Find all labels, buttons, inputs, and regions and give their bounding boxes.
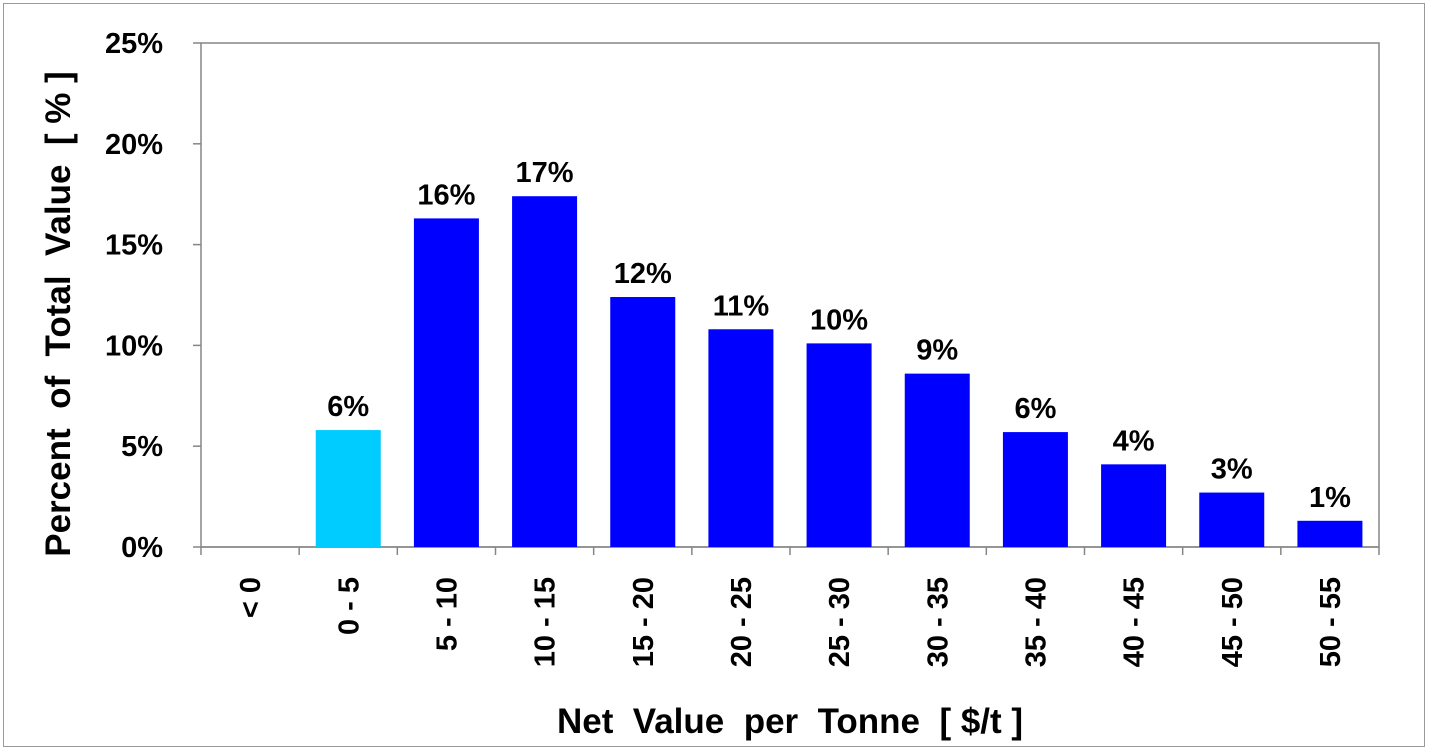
x-tick-label: 10 - 15 (530, 577, 562, 667)
x-tick-label: 50 - 55 (1315, 577, 1347, 667)
bar (1002, 432, 1068, 547)
bar (1199, 492, 1265, 547)
x-tick-label: 35 - 40 (1020, 577, 1052, 667)
y-axis-ticks: 0% 5% 10% 15% 20% 25% (105, 28, 201, 564)
data-label: 1% (1309, 482, 1351, 514)
data-label: 3% (1211, 454, 1253, 486)
y-tick-label: 25% (105, 28, 163, 60)
y-axis-title: Percent of Total Value [ % ] (39, 71, 78, 557)
data-label: 12% (614, 258, 672, 290)
data-label: 9% (916, 335, 958, 367)
y-tick-label: 0% (121, 532, 163, 564)
bar (1297, 520, 1363, 547)
x-tick-label: 15 - 20 (628, 577, 660, 667)
bar (806, 343, 872, 547)
bar (1101, 464, 1167, 547)
x-tick-label: 25 - 30 (824, 577, 856, 667)
x-axis-ticks: < 0 0 - 5 5 - 10 10 - 15 15 - 20 20 - 25 25 - … (200, 547, 1380, 667)
bar (512, 196, 578, 547)
bar (315, 430, 381, 547)
bar (904, 373, 970, 547)
data-labels: 6% 16% 17% 12% 11% 10% 9% 6% 4% 3% 1% (327, 157, 1351, 514)
bar (610, 297, 676, 547)
data-label: 16% (417, 179, 475, 211)
y-tick-label: 20% (105, 129, 163, 161)
data-label: 10% (810, 304, 868, 336)
x-tick-label: 45 - 50 (1217, 577, 1249, 667)
x-tick-label: 30 - 35 (922, 577, 954, 667)
data-label: 4% (1113, 425, 1155, 457)
x-tick-label: 5 - 10 (431, 577, 463, 651)
x-tick-label: < 0 (235, 577, 267, 618)
x-tick-label: 20 - 25 (726, 577, 758, 667)
data-label: 6% (1014, 393, 1056, 425)
x-axis-title: Net Value per Tonne [ $/t ] (557, 702, 1023, 741)
bar (708, 329, 774, 547)
data-label: 17% (516, 157, 574, 189)
y-tick-label: 15% (105, 230, 163, 262)
x-tick-label: 40 - 45 (1119, 577, 1151, 667)
data-label: 11% (713, 290, 770, 322)
bars (315, 196, 1363, 547)
y-tick-label: 10% (105, 330, 163, 362)
x-tick-label: 0 - 5 (333, 577, 365, 635)
data-label: 6% (327, 391, 369, 423)
bar (413, 218, 479, 547)
y-tick-label: 5% (121, 431, 163, 463)
